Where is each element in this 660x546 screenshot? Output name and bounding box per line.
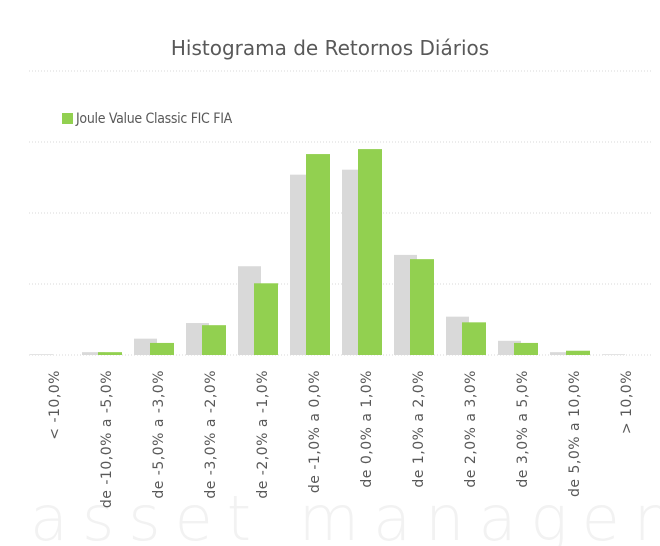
bar bbox=[514, 342, 538, 355]
legend-label: Joule Value Classic FIC FIA bbox=[76, 111, 232, 127]
x-tick-label: de -5,0% a -3,0% bbox=[151, 370, 167, 499]
x-tick-label: de -10,0% a -5,0% bbox=[99, 370, 115, 508]
x-tick-label: de -2,0% a -1,0% bbox=[255, 370, 271, 499]
bar bbox=[602, 354, 625, 355]
x-tick-label: de 3,0% a 5,0% bbox=[515, 370, 531, 488]
x-tick-label: de 5,0% a 10,0% bbox=[567, 370, 583, 497]
bar bbox=[254, 283, 278, 355]
bar bbox=[30, 354, 53, 355]
bar bbox=[550, 352, 573, 355]
bar bbox=[566, 350, 590, 355]
legend-swatch bbox=[62, 113, 73, 124]
x-tick-label: de -1,0% a 0,0% bbox=[307, 370, 323, 493]
x-tick-label: < -10,0% bbox=[47, 370, 63, 440]
bar bbox=[82, 352, 105, 355]
watermark: asset managem bbox=[30, 482, 660, 546]
bar bbox=[358, 149, 382, 355]
x-tick-label: > 10,0% bbox=[619, 370, 635, 434]
bar bbox=[150, 342, 174, 355]
legend: Joule Value Classic FIC FIA bbox=[62, 106, 237, 133]
x-tick-label: de -3,0% a -2,0% bbox=[203, 370, 219, 499]
x-tick-label: de 1,0% a 2,0% bbox=[411, 370, 427, 488]
bar bbox=[202, 325, 226, 355]
bar bbox=[462, 322, 486, 355]
x-tick-label: de 0,0% a 1,0% bbox=[359, 370, 375, 488]
bar bbox=[410, 259, 434, 355]
bar bbox=[306, 154, 330, 355]
bar bbox=[98, 352, 122, 355]
x-tick-label: de 2,0% a 3,0% bbox=[463, 370, 479, 488]
chart-title: Histograma de Retornos Diários bbox=[171, 36, 489, 60]
